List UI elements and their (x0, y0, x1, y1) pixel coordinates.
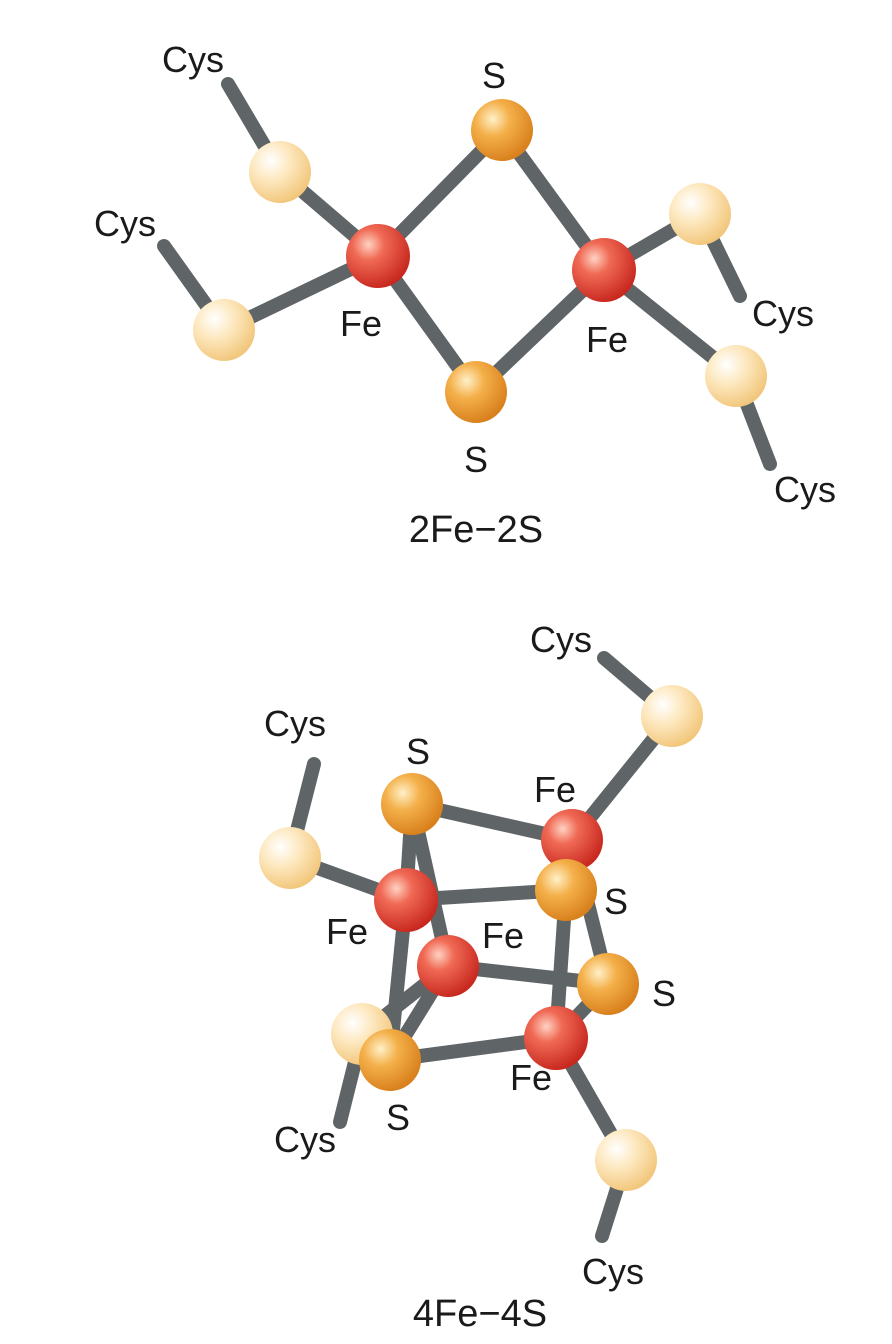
label-fe: Fe (482, 915, 524, 956)
iron-atom (346, 224, 410, 288)
sulfur-atom (535, 859, 597, 921)
sulfur-atom (445, 361, 507, 423)
cluster-2fe2s: Cys Cys Cys Cys S S Fe Fe 2Fe−2S (94, 39, 836, 551)
label-s: S (604, 881, 628, 922)
labels-4fe4s: Cys Cys Cys Cys S S S S Fe Fe Fe Fe (264, 619, 676, 1292)
iron-atom (417, 935, 479, 997)
iron-atom (374, 868, 438, 932)
label-cys: Cys (752, 293, 814, 334)
atoms-2fe2s (193, 99, 767, 423)
label-s: S (652, 973, 676, 1014)
sulfur-atom (359, 1029, 421, 1091)
cysteine-sulfur-atom (193, 299, 255, 361)
label-s: S (464, 439, 488, 480)
label-cys: Cys (274, 1119, 336, 1160)
cysteine-sulfur-atom (669, 183, 731, 245)
cysteine-sulfur-atom (249, 141, 311, 203)
label-fe: Fe (586, 319, 628, 360)
label-s: S (386, 1097, 410, 1138)
label-cys: Cys (774, 469, 836, 510)
cysteine-sulfur-atom (641, 685, 703, 747)
label-cys: Cys (582, 1251, 644, 1292)
iron-atom (541, 809, 603, 871)
atoms-4fe4s (259, 685, 703, 1191)
label-cys: Cys (162, 39, 224, 80)
labels-2fe2s: Cys Cys Cys Cys S S Fe Fe (94, 39, 836, 510)
label-s: S (406, 731, 430, 772)
label-cys: Cys (530, 619, 592, 660)
sulfur-atom (381, 773, 443, 835)
cysteine-sulfur-atom (705, 345, 767, 407)
iron-atom (524, 1006, 588, 1070)
label-cys: Cys (264, 703, 326, 744)
label-fe: Fe (326, 911, 368, 952)
sulfur-atom (577, 953, 639, 1015)
label-fe: Fe (510, 1057, 552, 1098)
cysteine-sulfur-atom (595, 1129, 657, 1191)
sulfur-atom (471, 99, 533, 161)
label-fe: Fe (534, 769, 576, 810)
cluster-4fe4s: Cys Cys Cys Cys S S S S Fe Fe Fe Fe 4Fe−… (259, 619, 703, 1335)
cysteine-sulfur-atom (259, 827, 321, 889)
caption-2fe2s: 2Fe−2S (409, 509, 543, 551)
caption-4fe4s: 4Fe−4S (413, 1293, 547, 1335)
label-s: S (482, 55, 506, 96)
label-fe: Fe (340, 303, 382, 344)
iron-atom (572, 238, 636, 302)
label-cys: Cys (94, 203, 156, 244)
